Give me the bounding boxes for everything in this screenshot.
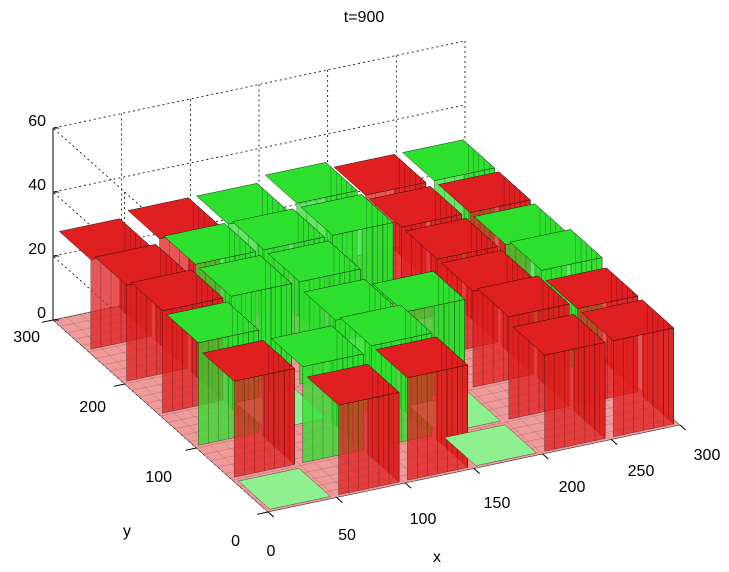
surface-patch	[238, 468, 331, 510]
x-tick-mark	[267, 511, 275, 518]
z-tick-label: 20	[28, 241, 46, 258]
y-tick-mark	[185, 447, 197, 451]
y-axis-label: y	[123, 523, 131, 540]
y-tick-mark	[41, 319, 54, 323]
x-tick-mark	[542, 453, 549, 460]
y-tick-label: 200	[79, 399, 106, 416]
surface-patch	[267, 240, 361, 283]
x-tick-label: 150	[484, 495, 511, 512]
x-tick-label: 100	[410, 511, 437, 528]
x-tick-label: 0	[267, 543, 276, 560]
surface-patch	[339, 304, 433, 347]
surface-patch	[476, 275, 570, 318]
z-tick-label: 40	[28, 177, 46, 194]
surface-patch	[130, 269, 224, 312]
x-tick-mark	[473, 468, 481, 474]
x-tick-mark	[611, 439, 618, 445]
x-tick-label: 50	[338, 527, 356, 544]
chart-title: t=900	[344, 9, 385, 26]
y-tick-mark	[256, 511, 269, 515]
y-tick-label: 0	[231, 533, 240, 550]
z-tick-label: 60	[28, 113, 46, 130]
axis-ticks	[41, 127, 687, 518]
x-tick-mark	[405, 482, 412, 489]
surface-patch	[166, 301, 260, 344]
surface-patch	[199, 255, 292, 297]
y-tick-label: 300	[13, 329, 40, 346]
surface-patch	[375, 336, 469, 379]
x-tick-label: 200	[559, 479, 586, 496]
surface-patch	[509, 229, 603, 271]
y-tick-label: 100	[145, 469, 172, 486]
x-tick-mark	[679, 424, 687, 431]
x-tick-label: 250	[628, 463, 655, 480]
surface-patch	[405, 218, 498, 260]
x-tick-mark	[336, 497, 343, 503]
x-tick-label: 300	[694, 447, 721, 464]
surface-mesh	[52, 139, 681, 513]
surface-patch	[444, 424, 537, 466]
z-tick-label: 0	[37, 305, 46, 322]
y-tick-mark	[113, 383, 125, 387]
x-axis-label: x	[433, 549, 441, 566]
